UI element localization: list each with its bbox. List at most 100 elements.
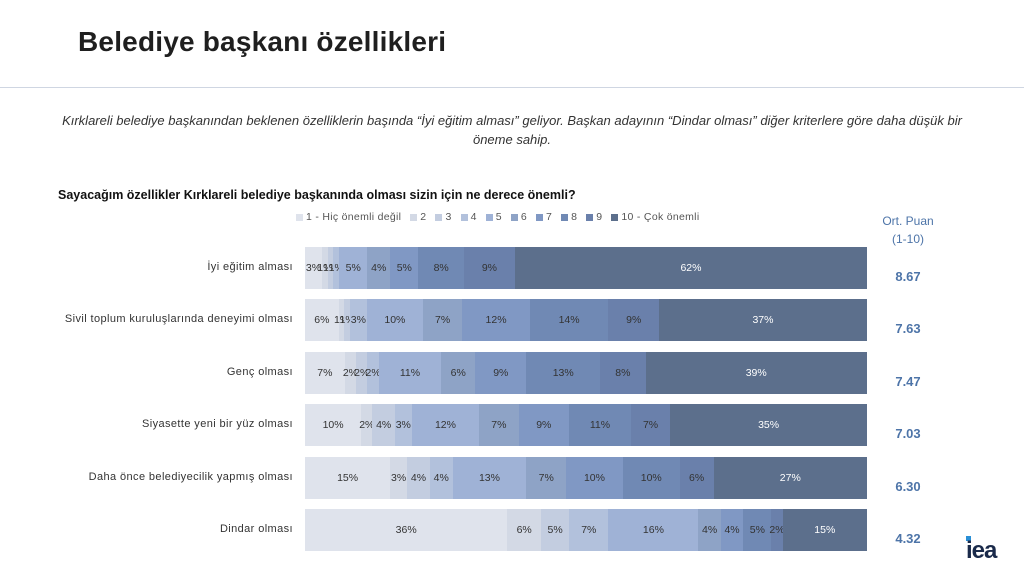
bar-segment: 6% xyxy=(507,509,542,551)
bar-segment: 3% xyxy=(390,456,408,499)
bar-value-label: 2% xyxy=(342,366,358,379)
bar-value-label: 12% xyxy=(485,314,507,327)
bar-value-label: 5% xyxy=(547,524,563,536)
bar-segment: 2% xyxy=(342,351,358,394)
bar-value-label: 10% xyxy=(640,471,662,484)
intro-text: Kırklareli belediye başkanından beklenen… xyxy=(62,113,962,147)
bar-segment: 37% xyxy=(659,299,867,342)
logo-accent xyxy=(966,536,971,541)
bar-value-label: 7% xyxy=(642,419,659,432)
bar-value-label: 11% xyxy=(589,419,611,432)
bar-segment: 15% xyxy=(782,509,867,551)
row-label: Daha önce belediyecilik yapmış olması xyxy=(88,470,293,483)
bar-segment: 9% xyxy=(463,247,515,289)
bar-segment: 9% xyxy=(518,404,570,447)
bar-value-label: 4% xyxy=(376,419,392,432)
bar-segment: 16% xyxy=(608,509,699,551)
bar-value-label: 7% xyxy=(317,366,333,379)
bar-value-label: 6% xyxy=(314,314,330,327)
legend-label: 8 xyxy=(571,211,578,223)
bar-segment: 13% xyxy=(452,456,527,499)
average-score: 7.63 xyxy=(895,321,921,337)
bar-value-label: 7% xyxy=(435,314,451,327)
bar-segment: 2% xyxy=(354,351,369,394)
bar-value-label: 7% xyxy=(581,524,597,536)
legend-swatch xyxy=(586,213,594,221)
bar-value-label: 15% xyxy=(337,471,359,484)
legend-label: 4 xyxy=(470,211,477,223)
bar-value-label: 2% xyxy=(359,419,375,432)
bar-value-label: 4% xyxy=(433,471,449,484)
legend-swatch xyxy=(435,213,443,221)
bar-segment: 3% xyxy=(349,299,367,342)
bar-segment: 7% xyxy=(526,456,567,499)
bar-value-label: 15% xyxy=(814,524,836,536)
row-label: İyi eğitim alması xyxy=(207,261,293,273)
row-label: Siyasette yeni bir yüz olması xyxy=(142,418,293,431)
bar-segment: 5% xyxy=(541,509,570,551)
legend-label: 5 xyxy=(495,211,502,223)
bar-value-label: 11% xyxy=(399,366,421,379)
bar-value-label: 4% xyxy=(410,471,427,484)
average-score: 6.30 xyxy=(895,478,921,494)
bar-segment: 6% xyxy=(679,456,714,499)
bar-segment: 6% xyxy=(441,351,476,394)
bar-segment: 2% xyxy=(769,509,785,551)
bar-segment: 2% xyxy=(365,351,381,394)
bar-segment: 4% xyxy=(367,247,391,289)
legend-label: 6 xyxy=(520,211,527,223)
bar-segment: 13% xyxy=(526,351,601,394)
legend-label: 7 xyxy=(546,211,553,223)
bar-value-label: 12% xyxy=(434,419,456,432)
bar-segment: 7% xyxy=(630,404,671,447)
bar-segment: 3% xyxy=(305,247,323,289)
legend-label: 1 - Hiç önemli değil xyxy=(306,211,402,223)
bar-segment: 9% xyxy=(608,299,659,342)
bar-value-label: 6% xyxy=(689,471,705,484)
average-score: 4.32 xyxy=(895,531,921,546)
bar-segment: 2% xyxy=(359,404,375,447)
legend-item: 5 xyxy=(485,211,502,223)
bar-value-label: 9% xyxy=(536,419,552,432)
legend-item: 4 xyxy=(460,211,477,223)
average-score: 7.47 xyxy=(895,373,921,389)
bar-value-label: 8% xyxy=(433,262,449,274)
bar-segment: 9% xyxy=(475,351,527,394)
legend-swatch xyxy=(536,213,543,221)
bar-value-label: 10% xyxy=(583,471,605,484)
bar-value-label: 6% xyxy=(450,366,466,379)
bar-segment: 10% xyxy=(366,299,423,342)
bar-segment: 14% xyxy=(529,299,609,342)
legend-label: 10 - Çok önemli xyxy=(621,211,700,223)
row-label: Dindar olması xyxy=(219,523,293,535)
average-score: 8.67 xyxy=(895,269,921,284)
stacked-bar: 6% 1% 1% 3% 10% 7% 12% 14% 9% 37% xyxy=(305,299,867,342)
bar-value-label: 4% xyxy=(371,262,387,274)
bar-value-label: 39% xyxy=(745,366,767,379)
bar-value-label: 5% xyxy=(345,262,361,274)
bar-segment: 10% xyxy=(566,456,623,499)
bar-segment: 12% xyxy=(462,299,530,342)
bar-value-label: 9% xyxy=(626,314,642,327)
bar-segment: 3% xyxy=(394,404,412,447)
bar-segment: 11% xyxy=(569,404,631,447)
legend-item: 1 - Hiç önemli değil xyxy=(296,211,401,223)
bar-segment: 6% xyxy=(305,299,339,342)
bar-segment: 4% xyxy=(720,509,744,551)
average-score: 7.03 xyxy=(895,426,921,442)
bar-segment: 4% xyxy=(429,456,453,499)
bar-value-label: 14% xyxy=(558,314,580,327)
bar-segment: 10% xyxy=(622,456,680,499)
bar-value-label: 7% xyxy=(491,419,507,432)
bar-value-label: 3% xyxy=(391,471,407,484)
bar-value-label: 2% xyxy=(365,366,381,379)
bar-value-label: 3% xyxy=(395,419,411,432)
bar-segment: 7% xyxy=(305,351,345,394)
legend-swatch xyxy=(296,213,303,221)
bar-value-label: 8% xyxy=(615,366,631,379)
legend-swatch xyxy=(485,213,493,221)
bar-value-label: 36% xyxy=(395,524,417,536)
bar-segment: 36% xyxy=(305,509,508,551)
legend-item: 2 xyxy=(410,211,426,223)
bar-segment: 4% xyxy=(698,509,721,551)
